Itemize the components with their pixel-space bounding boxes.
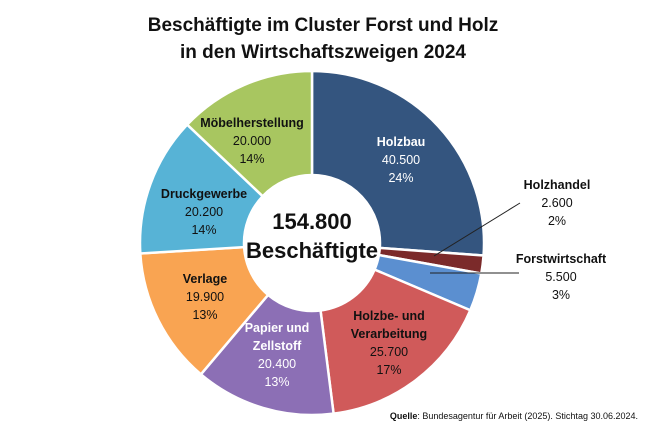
chart-title-line1: Beschäftigte im Cluster Forst und Holz bbox=[147, 15, 499, 36]
slice-name: Zellstoff bbox=[253, 339, 302, 353]
slice-moebelherstellung bbox=[185, 69, 314, 198]
slice-holzbe-und-verarbeitung bbox=[319, 267, 472, 416]
slice-papier-und-zellstoff bbox=[199, 293, 335, 417]
slice-label-druckgewerbe: Druckgewerbe 20.200 14% bbox=[161, 187, 247, 237]
chart-title: Beschäftigte im Cluster Forst und Holz i… bbox=[0, 12, 646, 66]
slice-name: Holzbau bbox=[377, 135, 426, 149]
slice-percent: 14% bbox=[239, 152, 264, 166]
slice-percent: 17% bbox=[376, 363, 401, 377]
slice-percent: 24% bbox=[388, 171, 413, 185]
source-text: : Bundesagentur für Arbeit (2025). Stich… bbox=[417, 411, 638, 421]
leader-line-holzhandel bbox=[433, 202, 521, 257]
slice-name: Möbelherstellung bbox=[200, 116, 303, 130]
slice-name: Papier und bbox=[245, 321, 310, 335]
slice-name: Holzbe- und bbox=[353, 309, 425, 323]
slice-value: 25.700 bbox=[370, 345, 408, 359]
slice-name: Verlage bbox=[183, 272, 228, 286]
slice-name: Verarbeitung bbox=[351, 327, 427, 341]
donut-center: 154.800 Beschäftigte bbox=[246, 209, 378, 263]
slice-value: 20.400 bbox=[258, 357, 296, 371]
slice-value: 2.600 bbox=[541, 196, 572, 210]
slice-name: Holzhandel bbox=[524, 178, 591, 192]
source-note: Quelle: Bundesagentur für Arbeit (2025).… bbox=[390, 411, 638, 421]
slice-value: 20.000 bbox=[233, 134, 271, 148]
source-label: Quelle bbox=[389, 411, 418, 421]
chart-title-line2: in den Wirtschaftszweigen 2024 bbox=[180, 42, 466, 63]
slice-value: 5.500 bbox=[545, 270, 576, 284]
slice-label-moebelherstellung: Möbelherstellung 20.000 14% bbox=[200, 116, 303, 166]
slice-label-papier-und-zellstoff: Papier und Zellstoff 20.400 13% bbox=[245, 321, 310, 389]
slice-percent: 3% bbox=[552, 288, 570, 302]
slice-percent: 2% bbox=[548, 214, 566, 228]
slice-labels: Holzbau 40.500 24% Holzhandel 2.600 2% Forstwi… bbox=[161, 116, 607, 389]
slice-label-holzhandel: Holzhandel 2.600 2% bbox=[524, 178, 591, 228]
slice-value: 20.200 bbox=[185, 205, 223, 219]
center-label: Beschäftigte bbox=[246, 238, 378, 263]
slice-value: 19.900 bbox=[186, 290, 224, 304]
slice-name: Druckgewerbe bbox=[161, 187, 247, 201]
slice-value: 40.500 bbox=[382, 153, 420, 167]
slice-label-forstwirtschaft: Forstwirtschaft 5.500 3% bbox=[516, 252, 607, 302]
slice-percent: 13% bbox=[264, 375, 289, 389]
slice-holzbau bbox=[310, 69, 486, 257]
leader-lines bbox=[430, 202, 521, 274]
slice-name: Forstwirtschaft bbox=[516, 252, 607, 266]
slice-label-holzbe-und-verarbeitung: Holzbe- und Verarbeitung 25.700 17% bbox=[351, 309, 427, 377]
donut-slices bbox=[138, 69, 486, 417]
center-total: 154.800 bbox=[272, 209, 352, 234]
slice-percent: 14% bbox=[191, 223, 216, 237]
slice-label-holzbau: Holzbau 40.500 24% bbox=[377, 135, 426, 185]
slice-percent: 13% bbox=[192, 308, 217, 322]
slice-label-verlage: Verlage 19.900 13% bbox=[183, 272, 228, 322]
slice-verlage bbox=[138, 245, 270, 377]
